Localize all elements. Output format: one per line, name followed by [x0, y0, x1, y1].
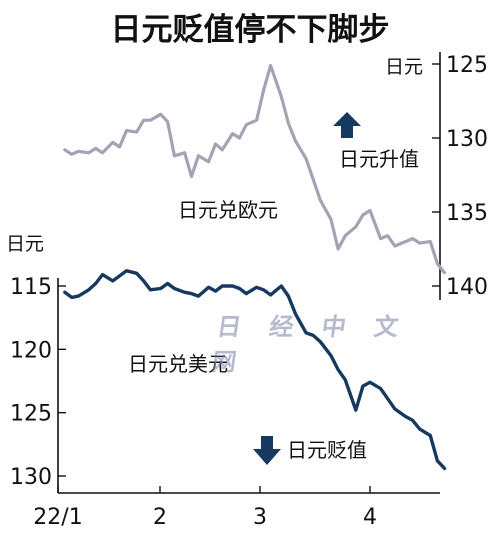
eur-annotation: 日元升值	[339, 147, 419, 171]
usd-unit-label: 日元	[6, 233, 44, 255]
eur-series-label: 日元兑欧元	[178, 198, 278, 222]
y-tick-label-left: 130	[10, 465, 52, 490]
usd-annotation: 日元贬值	[287, 438, 367, 462]
y-tick-label-right: 125	[446, 53, 488, 78]
chart-title: 日元贬值停不下脚步	[110, 12, 390, 48]
x-tick-label: 22/1	[33, 505, 82, 530]
usd-series-line	[63, 269, 447, 471]
x-tick-label: 2	[153, 505, 167, 530]
y-tick-label-left: 115	[10, 275, 52, 300]
eur-unit-label: 日元	[385, 56, 423, 78]
up-arrow-icon	[333, 112, 361, 138]
watermark: 日 经 中 文 网	[210, 312, 411, 376]
y-tick-label-left: 125	[10, 402, 52, 427]
y-tick-label-right: 135	[446, 201, 488, 226]
y-tick-label-right: 130	[446, 127, 488, 152]
y-tick-label-right: 140	[446, 275, 488, 300]
x-tick-label: 3	[253, 505, 267, 530]
x-tick-label: 4	[363, 505, 377, 530]
eur-series-line	[63, 63, 447, 275]
down-arrow-icon	[253, 436, 281, 465]
y-tick-label-left: 120	[10, 338, 52, 363]
usd-series-label: 日元兑美元	[128, 352, 228, 376]
